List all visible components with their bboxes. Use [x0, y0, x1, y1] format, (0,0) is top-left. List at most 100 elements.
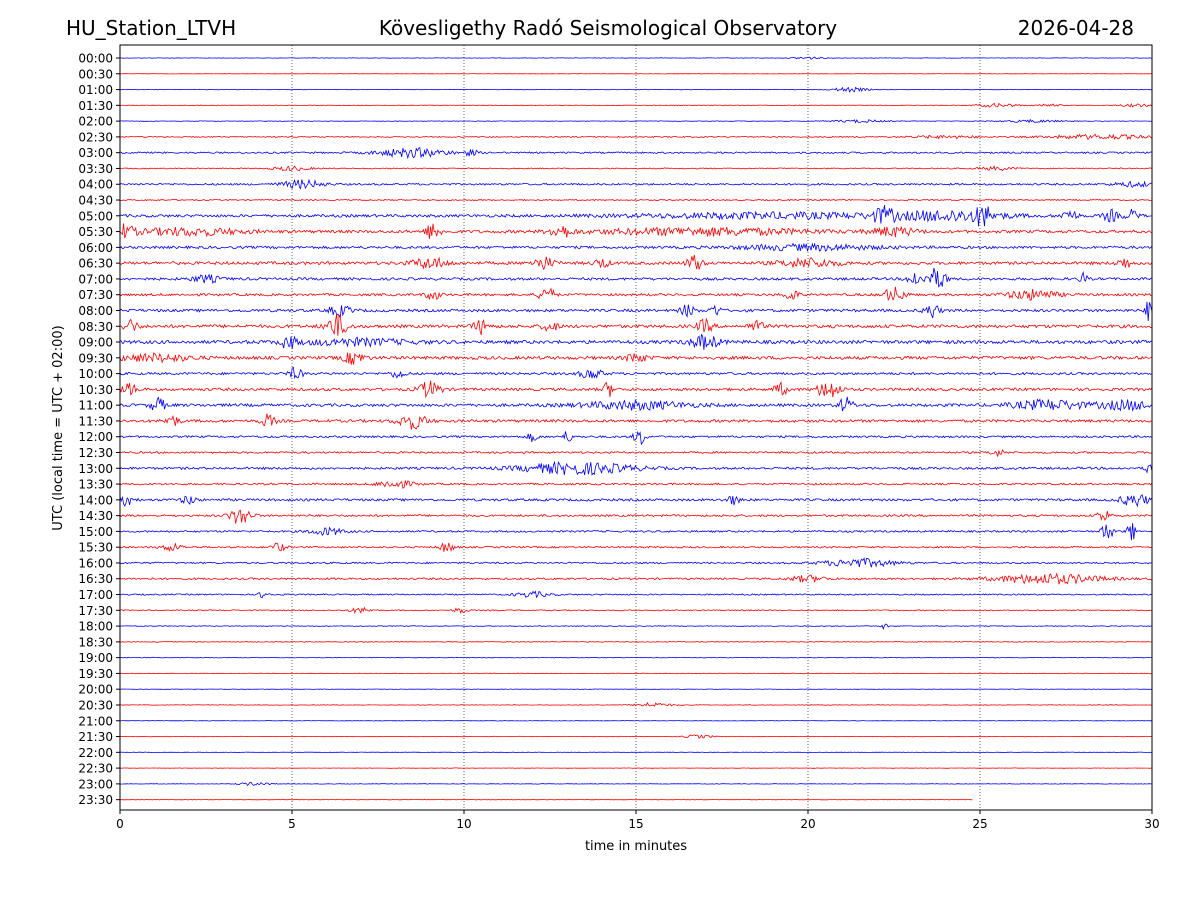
y-tick-label: 15:00: [78, 525, 113, 539]
y-tick-label: 23:00: [78, 777, 113, 791]
trace-1030: [119, 380, 1153, 399]
x-axis-label: time in minutes: [585, 839, 687, 854]
y-tick-label: 23:30: [78, 793, 113, 807]
trace-0330: [119, 165, 1152, 172]
y-tick-label: 01:00: [78, 83, 113, 97]
y-tick-label: 06:00: [78, 241, 113, 255]
observatory-title: Kövesligethy Radó Seismological Observat…: [379, 16, 837, 40]
y-axis-label: UTC (local time = UTC + 02:00): [51, 325, 66, 530]
trace-2100: [119, 720, 1152, 722]
y-tick-label: 04:30: [78, 194, 113, 208]
trace-1700: [119, 590, 1153, 599]
trace-1530: [119, 542, 1152, 553]
x-tick-label: 0: [116, 817, 124, 831]
trace-1000: [119, 366, 1152, 379]
trace-0630: [119, 254, 1153, 271]
trace-1100: [119, 396, 1153, 412]
y-tick-label: 06:30: [78, 257, 113, 271]
trace-0200: [119, 118, 1152, 124]
x-tick-label: 15: [628, 817, 643, 831]
y-tick-label: 12:30: [78, 446, 113, 460]
y-tick-label: 19:30: [78, 667, 113, 681]
trace-1600: [119, 557, 1152, 568]
y-tick-label: 11:30: [78, 414, 113, 428]
y-tick-label: 15:30: [78, 541, 113, 555]
y-tick-label: 21:30: [78, 730, 113, 744]
trace-0300: [119, 146, 1152, 160]
seismic-traces: [119, 56, 1153, 801]
trace-1400: [119, 494, 1153, 508]
trace-1200: [119, 430, 1153, 446]
y-tick-label: 08:00: [78, 304, 113, 318]
y-tick-label: 04:00: [78, 178, 113, 192]
trace-2130: [119, 734, 1152, 739]
trace-1830: [119, 641, 1152, 643]
trace-2030: [119, 702, 1152, 707]
station-title: HU_Station_LTVH: [66, 16, 236, 40]
y-tick-label: 21:00: [78, 714, 113, 728]
trace-1630: [119, 572, 1152, 585]
trace-0400: [119, 178, 1152, 190]
y-tick-label: 18:30: [78, 635, 113, 649]
y-tick-label: 10:00: [78, 367, 113, 381]
y-tick-label: 03:00: [78, 146, 113, 160]
trace-1430: [119, 509, 1153, 524]
y-tick-label: 08:30: [78, 320, 113, 334]
y-tick-label: 01:30: [78, 99, 113, 113]
date-title: 2026-04-28: [1018, 16, 1134, 40]
y-tick-label: 09:30: [78, 351, 113, 365]
x-tick-label: 30: [1144, 817, 1159, 831]
trace-0430: [119, 198, 1152, 202]
trace-1300: [119, 460, 1153, 476]
trace-2300: [119, 781, 1152, 787]
y-tick-label: 00:30: [78, 67, 113, 81]
trace-1930: [119, 672, 1152, 675]
x-tick-label: 25: [972, 817, 987, 831]
y-tick-label: 11:00: [78, 399, 113, 413]
trace-0130: [119, 102, 1153, 108]
y-tick-label: 07:30: [78, 288, 113, 302]
y-tick-label: 02:30: [78, 130, 113, 144]
trace-0500: [119, 204, 1152, 227]
x-ticks: 0 5 10 15 20 25 30: [116, 810, 1160, 831]
trace-0830: [119, 314, 1152, 336]
trace-0800: [119, 301, 1153, 322]
trace-0530: [119, 223, 1152, 240]
trace-1500: [119, 523, 1153, 541]
y-tick-label: 14:00: [78, 493, 113, 507]
trace-1900: [119, 656, 1152, 659]
x-tick-label: 5: [288, 817, 296, 831]
plot-frame: [119, 44, 1153, 811]
trace-0700: [119, 267, 1152, 288]
trace-1730: [119, 606, 1152, 614]
trace-1130: [119, 413, 1152, 430]
y-tick-label: 09:00: [78, 336, 113, 350]
y-tick-label: 17:00: [78, 588, 113, 602]
y-tick-label: 03:30: [78, 162, 113, 176]
y-tick-label: 17:30: [78, 604, 113, 618]
y-tick-label: 02:00: [78, 115, 113, 129]
trace-0930: [119, 352, 1153, 365]
x-tick-label: 20: [800, 817, 815, 831]
y-tick-label: 16:00: [78, 556, 113, 570]
y-tick-label: 20:00: [78, 683, 113, 697]
trace-1230: [119, 449, 1152, 457]
trace-0230: [119, 133, 1153, 141]
trace-0600: [119, 242, 1153, 252]
trace-1800: [119, 623, 1152, 631]
y-tick-label: 13:00: [78, 462, 113, 476]
y-tick-label: 18:00: [78, 620, 113, 634]
trace-0730: [119, 286, 1152, 302]
y-tick-label: 00:00: [78, 52, 113, 66]
trace-0900: [120, 333, 1152, 350]
y-tick-label: 13:30: [78, 478, 113, 492]
y-tick-label: 10:30: [78, 383, 113, 397]
y-tick-label: 16:30: [78, 572, 113, 586]
y-tick-label: 20:30: [78, 698, 113, 712]
y-tick-label: 14:30: [78, 509, 113, 523]
x-tick-label: 10: [456, 817, 471, 831]
y-tick-label: 22:00: [78, 746, 113, 760]
